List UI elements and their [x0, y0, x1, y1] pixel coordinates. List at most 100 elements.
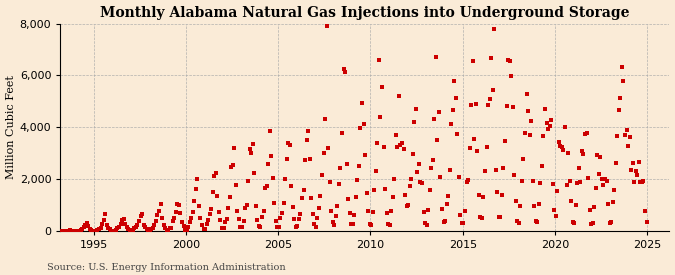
Point	[438, 220, 449, 224]
Point	[202, 218, 213, 222]
Point	[397, 141, 408, 145]
Point	[640, 209, 651, 213]
Point	[461, 180, 472, 185]
Point	[609, 188, 620, 192]
Point	[587, 221, 598, 226]
Point	[437, 207, 448, 211]
Point	[595, 155, 605, 160]
Point	[477, 215, 487, 220]
Point	[641, 220, 652, 225]
Point	[217, 226, 227, 230]
Point	[379, 187, 390, 191]
Point	[637, 180, 647, 184]
Point	[265, 129, 275, 134]
Point	[400, 192, 410, 197]
Point	[136, 212, 147, 217]
Point	[158, 223, 169, 227]
Point	[415, 180, 426, 184]
Point	[75, 228, 86, 232]
Point	[478, 195, 489, 200]
Point	[346, 222, 356, 226]
Point	[212, 193, 223, 198]
Point	[64, 228, 75, 233]
Point	[333, 182, 344, 187]
Point	[395, 143, 406, 147]
Point	[460, 209, 470, 213]
Point	[464, 145, 475, 150]
Point	[546, 118, 557, 122]
Point	[539, 106, 550, 111]
Point	[446, 121, 456, 126]
Point	[166, 226, 177, 230]
Point	[94, 227, 105, 231]
Point	[340, 69, 350, 74]
Point	[583, 176, 593, 180]
Point	[404, 184, 415, 188]
Point	[101, 222, 112, 227]
Point	[205, 212, 215, 216]
Point	[524, 133, 535, 137]
Point	[113, 224, 124, 229]
Point	[117, 218, 128, 223]
Point	[439, 219, 450, 223]
Point	[130, 225, 141, 229]
Point	[364, 222, 375, 227]
Point	[161, 228, 172, 232]
Point	[182, 227, 192, 232]
Point	[410, 107, 421, 111]
Point	[111, 227, 122, 232]
Point	[226, 165, 237, 169]
Point	[570, 203, 581, 207]
Point	[215, 218, 226, 222]
Point	[183, 225, 194, 229]
Point	[160, 226, 171, 230]
Point	[52, 229, 63, 233]
Point	[454, 175, 464, 179]
Point	[175, 211, 186, 216]
Point	[279, 177, 290, 181]
Point	[190, 187, 201, 191]
Point	[510, 199, 521, 204]
Point	[449, 79, 460, 83]
Point	[344, 211, 355, 216]
Point	[255, 224, 266, 229]
Point	[620, 132, 630, 137]
Point	[518, 156, 529, 161]
Point	[172, 201, 183, 206]
Point	[338, 67, 349, 72]
Point	[118, 216, 129, 221]
Point	[323, 146, 333, 150]
Point	[561, 183, 572, 187]
Point	[527, 178, 538, 183]
Point	[206, 206, 217, 211]
Point	[352, 177, 362, 182]
Point	[535, 181, 546, 185]
Point	[597, 177, 608, 182]
Point	[218, 226, 229, 230]
Point	[195, 216, 206, 220]
Point	[504, 58, 515, 63]
Point	[289, 217, 300, 222]
Point	[141, 227, 152, 232]
Point	[66, 229, 77, 233]
Point	[616, 65, 627, 70]
Point	[321, 24, 332, 28]
Point	[361, 191, 372, 195]
Point	[149, 223, 160, 228]
Point	[63, 229, 74, 233]
Point	[489, 27, 500, 31]
Point	[292, 224, 303, 228]
Point	[143, 228, 154, 232]
Point	[128, 228, 138, 232]
Point	[378, 145, 389, 150]
Point	[163, 228, 173, 232]
Point	[97, 222, 107, 226]
Point	[566, 199, 576, 203]
Point	[72, 229, 83, 233]
Point	[493, 215, 504, 219]
Point	[472, 148, 483, 153]
Point	[371, 168, 381, 173]
Point	[290, 225, 301, 230]
Point	[381, 210, 392, 215]
Point	[135, 214, 146, 218]
